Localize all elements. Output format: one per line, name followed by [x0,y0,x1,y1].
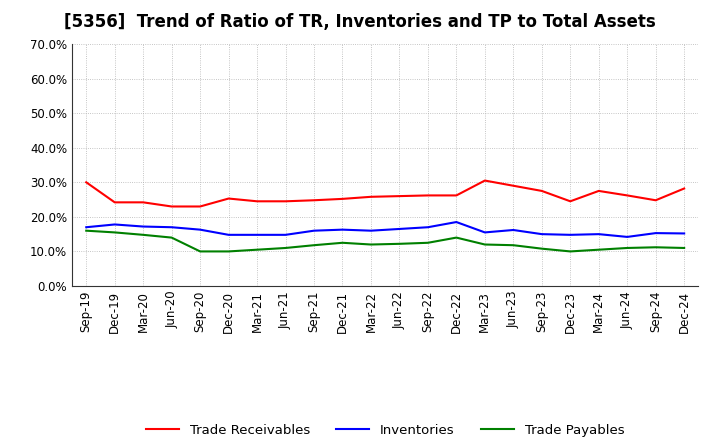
Inventories [366,228,375,233]
Trade Receivables [595,188,603,194]
Trade Receivables [537,188,546,194]
Inventories [110,222,119,227]
Trade Payables [196,249,204,254]
Trade Receivables [480,178,489,183]
Trade Receivables [225,196,233,201]
Trade Payables [680,246,688,251]
Trade Payables [366,242,375,247]
Trade Receivables [338,196,347,202]
Trade Payables [395,241,404,246]
Trade Payables [310,242,318,248]
Inventories [680,231,688,236]
Text: [5356]  Trend of Ratio of TR, Inventories and TP to Total Assets: [5356] Trend of Ratio of TR, Inventories… [64,13,656,31]
Trade Receivables [680,186,688,191]
Trade Payables [652,245,660,250]
Trade Payables [110,230,119,235]
Trade Payables [566,249,575,254]
Inventories [139,224,148,229]
Trade Payables [509,242,518,248]
Trade Receivables [110,200,119,205]
Inventories [452,220,461,225]
Inventories [623,234,631,239]
Inventories [225,232,233,238]
Inventories [282,232,290,238]
Legend: Trade Receivables, Inventories, Trade Payables: Trade Receivables, Inventories, Trade Pa… [141,418,629,440]
Trade Receivables [310,198,318,203]
Trade Payables [595,247,603,253]
Inventories [167,224,176,230]
Inventories [566,232,575,238]
Trade Receivables [423,193,432,198]
Inventories [480,230,489,235]
Inventories [196,227,204,232]
Line: Inventories: Inventories [86,222,684,237]
Trade Receivables [139,200,148,205]
Trade Payables [452,235,461,240]
Trade Payables [282,246,290,251]
Trade Receivables [452,193,461,198]
Trade Payables [423,240,432,246]
Trade Payables [82,228,91,233]
Trade Receivables [282,199,290,204]
Trade Payables [225,249,233,254]
Trade Receivables [652,198,660,203]
Trade Payables [480,242,489,247]
Trade Payables [167,235,176,240]
Inventories [338,227,347,232]
Inventories [253,232,261,238]
Trade Payables [139,232,148,238]
Line: Trade Payables: Trade Payables [86,231,684,251]
Trade Receivables [253,199,261,204]
Trade Payables [253,247,261,253]
Trade Payables [537,246,546,251]
Trade Receivables [82,180,91,185]
Inventories [652,231,660,236]
Inventories [537,231,546,237]
Trade Receivables [395,194,404,199]
Trade Receivables [167,204,176,209]
Trade Payables [338,240,347,246]
Line: Trade Receivables: Trade Receivables [86,180,684,206]
Trade Receivables [509,183,518,188]
Inventories [423,224,432,230]
Trade Receivables [366,194,375,199]
Inventories [310,228,318,233]
Inventories [595,231,603,237]
Trade Receivables [196,204,204,209]
Trade Receivables [623,193,631,198]
Inventories [395,226,404,231]
Inventories [82,224,91,230]
Trade Payables [623,246,631,251]
Trade Receivables [566,199,575,204]
Inventories [509,227,518,233]
